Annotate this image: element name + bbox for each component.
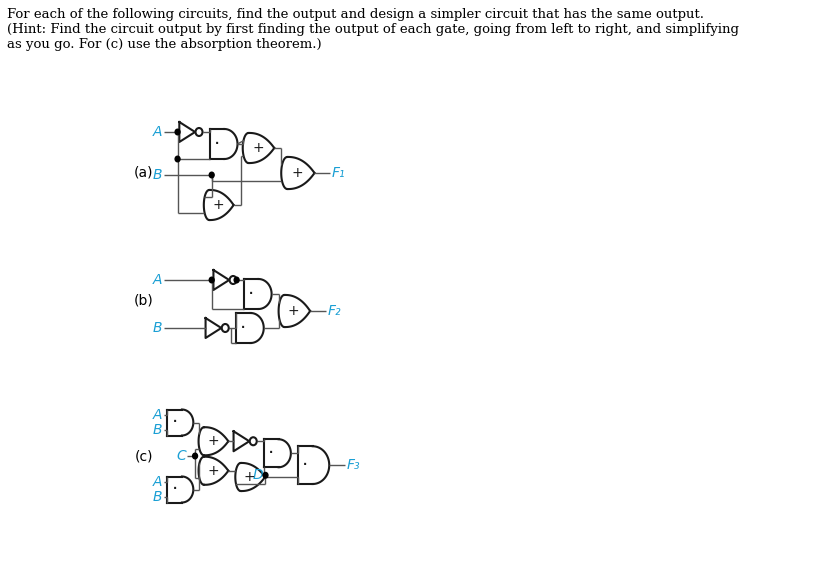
Text: +: + — [287, 304, 299, 318]
Circle shape — [250, 437, 256, 445]
Text: B: B — [152, 490, 161, 504]
Text: F₃: F₃ — [346, 458, 360, 472]
Text: ·: · — [301, 456, 308, 475]
Text: D: D — [253, 468, 264, 482]
Text: A: A — [152, 273, 161, 287]
Text: +: + — [291, 166, 303, 180]
Text: A: A — [152, 125, 161, 139]
Circle shape — [195, 128, 202, 136]
Text: ·: · — [171, 413, 178, 432]
Text: A: A — [152, 475, 161, 489]
Text: F₁: F₁ — [332, 166, 345, 180]
Circle shape — [229, 276, 237, 284]
Circle shape — [263, 472, 268, 478]
Circle shape — [209, 277, 214, 283]
Text: +: + — [251, 141, 264, 155]
Text: F₂: F₂ — [328, 304, 341, 318]
Circle shape — [234, 277, 239, 283]
Text: A: A — [152, 408, 161, 422]
Text: B: B — [152, 423, 161, 437]
Text: +: + — [243, 470, 255, 484]
Text: (c): (c) — [134, 449, 153, 463]
Text: ·: · — [171, 480, 178, 499]
Text: +: + — [206, 434, 219, 448]
Circle shape — [175, 129, 180, 135]
Text: (b): (b) — [133, 293, 153, 307]
Text: C: C — [176, 449, 186, 463]
Text: B: B — [152, 321, 161, 335]
Circle shape — [192, 453, 197, 459]
Text: ·: · — [240, 318, 246, 338]
Text: +: + — [212, 198, 224, 212]
Text: (a): (a) — [133, 166, 153, 180]
Text: ·: · — [214, 135, 219, 153]
Circle shape — [221, 324, 229, 332]
Circle shape — [175, 156, 180, 162]
Text: For each of the following circuits, find the output and design a simpler circuit: For each of the following circuits, find… — [7, 8, 738, 51]
Text: +: + — [206, 463, 219, 477]
Circle shape — [209, 172, 214, 178]
Text: B: B — [152, 168, 161, 182]
Text: ·: · — [268, 444, 274, 463]
Text: ·: · — [247, 285, 254, 304]
